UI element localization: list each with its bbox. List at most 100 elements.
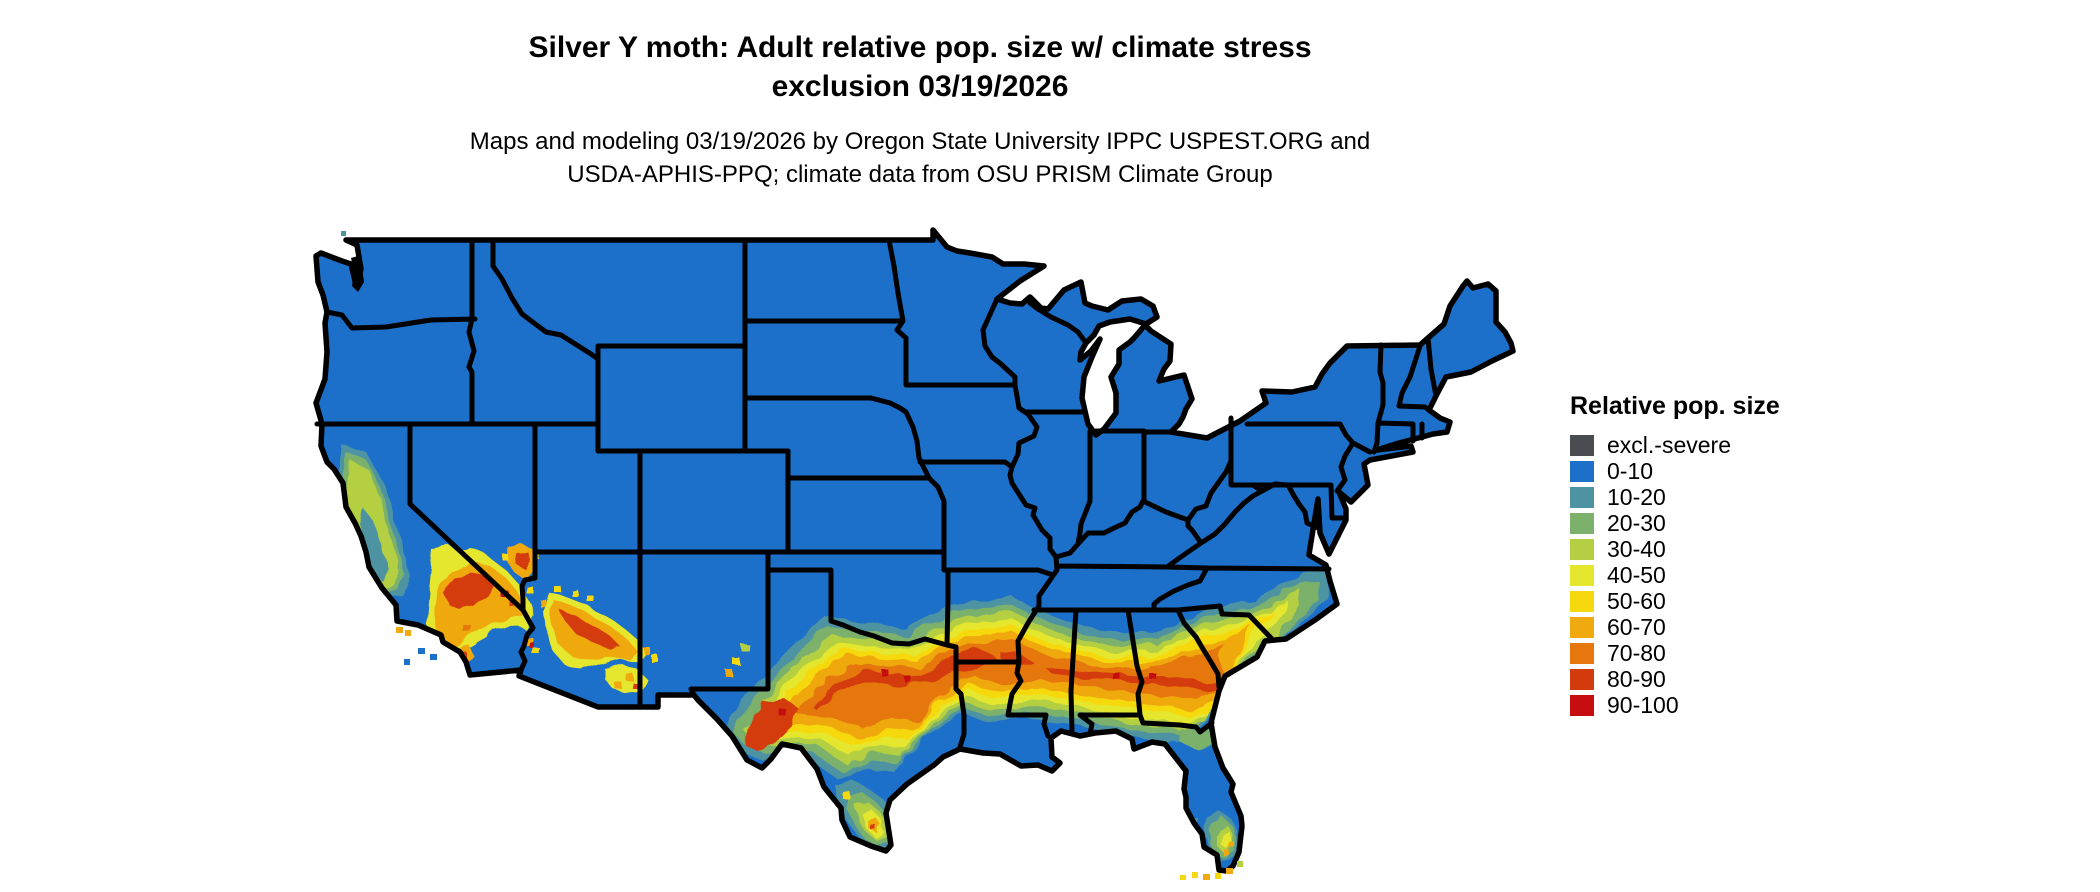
heat-se-nm-50-60-dot xyxy=(732,657,739,664)
heat-sfl-60-70-dot xyxy=(1230,843,1236,849)
legend-swatch xyxy=(1570,668,1594,690)
heat-az-60-70-dot xyxy=(538,598,545,605)
heat-central-valley-10-20 xyxy=(359,508,387,580)
heat-sfl-40-50 xyxy=(1220,832,1233,850)
wa-island-dot xyxy=(341,231,346,236)
heat-az-50-60-dot xyxy=(571,590,578,596)
heat-socal-70-80-dot xyxy=(463,625,471,632)
legend-label: 30-40 xyxy=(1607,535,1666,562)
heat-az-nm-60-70-dot xyxy=(643,647,650,654)
heat-stx-80-90-dot xyxy=(872,826,877,831)
legend-row-40-50: 40-50 xyxy=(1570,562,1780,588)
heat-se-az-60-70-dot xyxy=(615,682,622,689)
legend-swatch xyxy=(1570,460,1594,482)
legend-label: 50-60 xyxy=(1607,587,1666,614)
heat-az-50-60-dot xyxy=(528,588,535,595)
heat-90-100-dot xyxy=(1115,675,1122,681)
heat-fl-coast-10-20-dot xyxy=(1239,783,1245,789)
legend-label: 10-20 xyxy=(1607,483,1666,510)
map-title-line1: Silver Y moth: Adult relative pop. size … xyxy=(528,31,1312,64)
heat-90-100-dot xyxy=(1149,673,1156,679)
legend: Relative pop. size excl.-severe 0-10 10-20… xyxy=(1570,392,1780,718)
heat-north-florida-20-30 xyxy=(1178,728,1216,748)
channel-island-dot xyxy=(396,627,403,633)
heat-sfl-60-70-dot xyxy=(1225,851,1231,857)
heat-south-band-80-90-east xyxy=(1046,668,1226,692)
heat-90-100-dot xyxy=(905,677,912,683)
florida-keys-dot xyxy=(1192,872,1198,878)
florida-keys-dot xyxy=(1203,874,1210,880)
heat-fl-coast-10-20-dot xyxy=(1240,767,1245,773)
heat-colorado-river-60-70-dot xyxy=(525,637,533,645)
legend-swatch xyxy=(1570,694,1594,716)
channel-island-dot xyxy=(418,648,425,654)
legend-swatch xyxy=(1570,512,1594,534)
channel-island-dot xyxy=(404,659,410,665)
legend-row-30-40: 30-40 xyxy=(1570,536,1780,562)
heat-ca-coast-80-90-dot xyxy=(343,562,351,571)
heat-south-band-80-90-arla xyxy=(998,650,1034,666)
legend-row-80-90: 80-90 xyxy=(1570,666,1780,692)
heat-stx-50-60-dot xyxy=(843,792,850,799)
heat-az-nm-50-60-dot xyxy=(651,655,658,662)
heat-central-az-80-90 xyxy=(562,612,620,648)
channel-island-dot xyxy=(405,630,411,636)
legend-swatch xyxy=(1570,616,1594,638)
legend-row-0-10: 0-10 xyxy=(1570,458,1780,484)
legend-row-60-70: 60-70 xyxy=(1570,614,1780,640)
legend-items: excl.-severe 0-10 10-20 20-30 30-40 40-50 50-6… xyxy=(1570,432,1780,718)
heat-se-nm-30-40-dot xyxy=(742,645,750,652)
map-subtitle-line1: Maps and modeling 03/19/2026 by Oregon S… xyxy=(469,128,1371,155)
heat-se-az-60-70-dot xyxy=(625,673,633,680)
heat-az-50-60-dot xyxy=(502,554,508,560)
legend-row-50-60: 50-60 xyxy=(1570,588,1780,614)
heat-se-nm-60-70-dot xyxy=(725,669,732,676)
legend-label: 0-10 xyxy=(1607,457,1654,484)
heat-ca-coast-60-70-dot xyxy=(351,584,359,592)
legend-swatch xyxy=(1570,590,1594,612)
heat-south-band-70-80 xyxy=(794,639,1226,730)
heat-90-100-dot xyxy=(881,669,888,676)
islands xyxy=(341,231,1243,880)
legend-label: 60-70 xyxy=(1607,613,1666,640)
heat-ca-coast-80-90-dot xyxy=(359,599,367,607)
legend-label: 70-80 xyxy=(1607,639,1666,666)
legend-row-10-20: 10-20 xyxy=(1570,484,1780,510)
heat-az-50-60-dot xyxy=(589,598,596,604)
map-subtitle: Maps and modeling 03/19/2026 by Oregon S… xyxy=(0,125,1840,191)
florida-keys-dot xyxy=(1215,873,1221,879)
legend-swatch xyxy=(1570,564,1594,586)
channel-island-dot xyxy=(430,654,437,660)
heat-az-50-60-dot xyxy=(554,586,561,592)
heat-socal-80-90 xyxy=(444,572,494,610)
legend-label: 20-30 xyxy=(1607,509,1666,536)
legend-row-excl.-severe: excl.-severe xyxy=(1570,432,1780,458)
legend-swatch xyxy=(1570,434,1594,456)
heat-ca-60-70-dot xyxy=(336,527,343,534)
heat-se-az-80-90-dot xyxy=(632,682,638,688)
legend-swatch xyxy=(1570,642,1594,664)
legend-row-70-80: 70-80 xyxy=(1570,640,1780,666)
state-borders xyxy=(314,237,1439,750)
legend-label: 80-90 xyxy=(1607,665,1666,692)
legend-title: Relative pop. size xyxy=(1570,392,1780,420)
legend-row-20-30: 20-30 xyxy=(1570,510,1780,536)
map-subtitle-line2: USDA-APHIS-PPQ; climate data from OSU PR… xyxy=(567,161,1273,188)
heat-90-100-dot xyxy=(779,709,786,716)
florida-keys-dot xyxy=(1180,875,1186,880)
puget-sound xyxy=(351,256,364,292)
heat-lake-mead-80-90 xyxy=(514,550,530,568)
map-title: Silver Y moth: Adult relative pop. size … xyxy=(0,28,1840,106)
legend-label: 40-50 xyxy=(1607,561,1666,588)
legend-swatch xyxy=(1570,486,1594,508)
legend-label: 90-100 xyxy=(1607,691,1679,718)
florida-keys-dot xyxy=(1237,861,1243,867)
heat-colorado-river-90-100-dot xyxy=(529,642,534,648)
legend-swatch xyxy=(1570,538,1594,560)
legend-row-90-100: 90-100 xyxy=(1570,692,1780,718)
heat-ca-coast-70-80-dot xyxy=(368,613,376,621)
heat-colorado-river-50-60-dot xyxy=(533,648,540,655)
florida-keys-dot xyxy=(1226,868,1233,874)
